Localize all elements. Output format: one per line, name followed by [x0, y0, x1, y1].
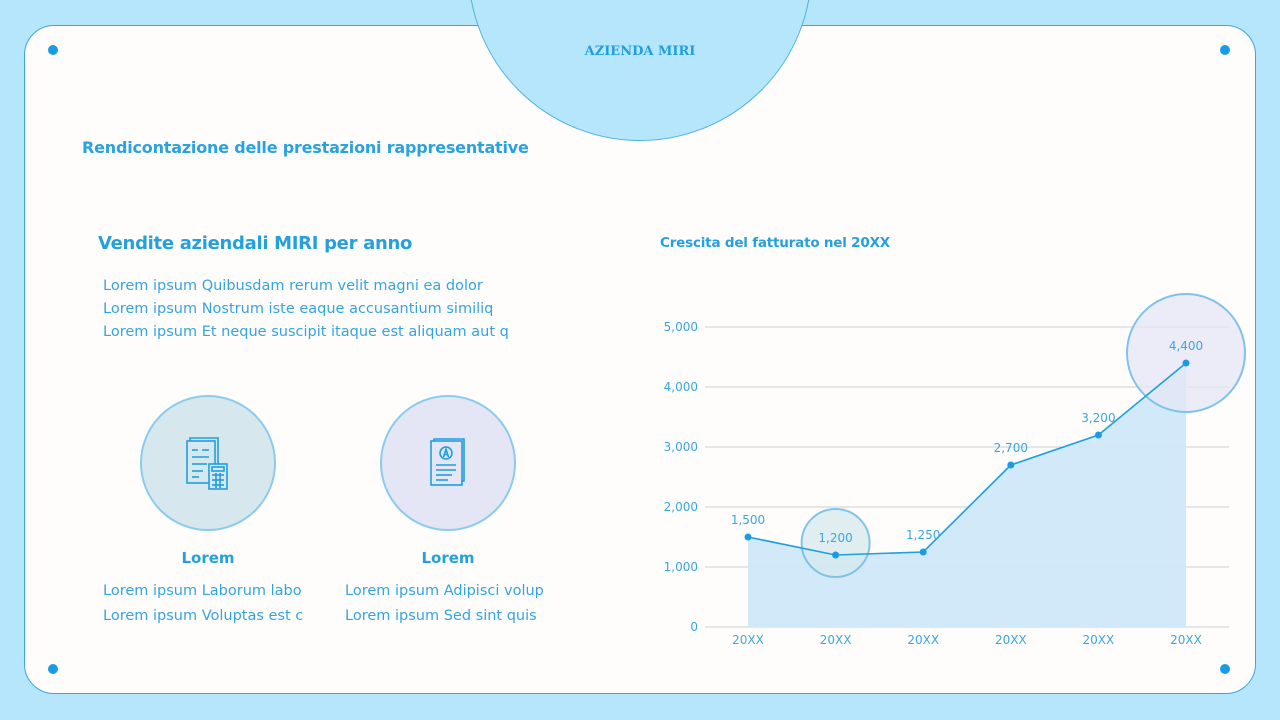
section-text: Lorem ipsum Quibusdam rerum velit magni …	[103, 275, 509, 344]
text-line: Lorem ipsum Laborum labo	[103, 583, 302, 599]
corner-dot	[1220, 664, 1230, 674]
page-subtitle: Rendicontazione delle prestazioni rappre…	[82, 138, 529, 157]
text-line: Lorem ipsum Nostrum iste eaque accusanti…	[103, 301, 494, 317]
text-line: Lorem ipsum Sed sint quis	[345, 608, 537, 624]
corner-dot	[48, 45, 58, 55]
text-line: Lorem ipsum Quibusdam rerum velit magni …	[103, 278, 483, 294]
feature-circle-1	[140, 395, 276, 531]
corner-dot	[48, 664, 58, 674]
corner-dot	[1220, 45, 1230, 55]
text-line: Lorem ipsum Voluptas est c	[103, 608, 304, 624]
feature-circle-2	[380, 395, 516, 531]
text-line: Lorem ipsum Et neque suscipit itaque est…	[103, 324, 509, 340]
graded-document-icon	[430, 438, 465, 486]
feature-text-2: Lorem ipsum Adipisci volup Lorem ipsum S…	[345, 579, 544, 629]
brand-title: AZIENDA MIRI	[584, 44, 696, 59]
chart-title: Crescita del fatturato nel 20XX	[660, 235, 890, 251]
feature-title-2: Lorem	[421, 549, 475, 567]
feature-title-1: Lorem	[181, 549, 235, 567]
text-line: Lorem ipsum Adipisci volup	[345, 583, 544, 599]
feature-text-1: Lorem ipsum Laborum labo Lorem ipsum Vol…	[103, 579, 303, 629]
document-calculator-icon	[186, 437, 228, 490]
section-title: Vendite aziendali MIRI per anno	[98, 233, 413, 254]
